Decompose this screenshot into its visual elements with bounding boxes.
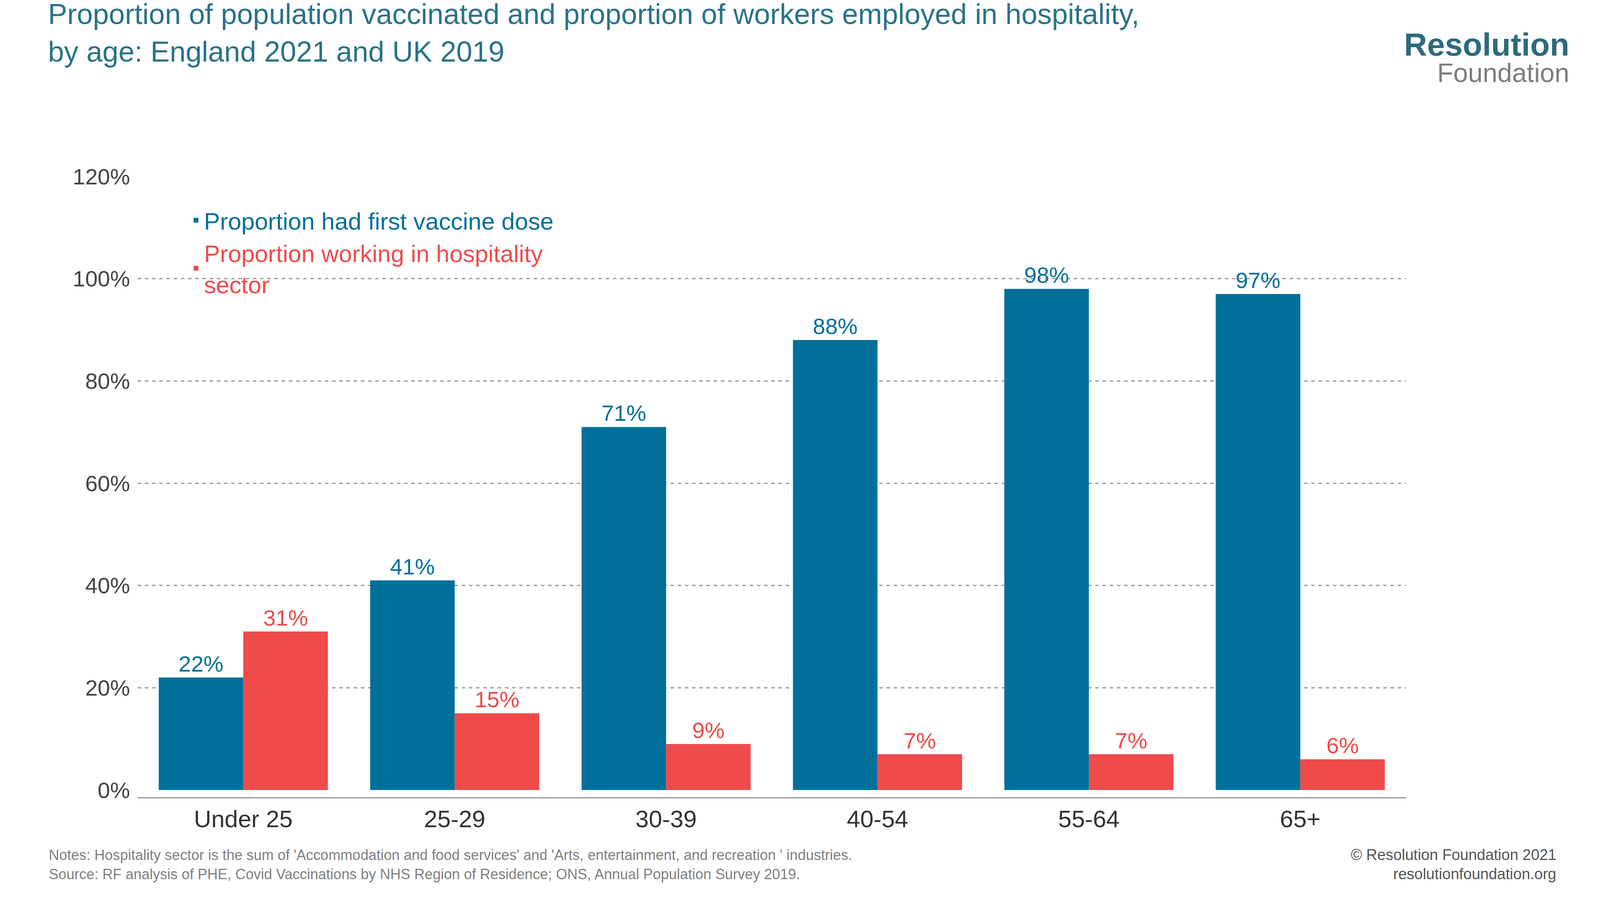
svg-text:40%: 40% bbox=[85, 572, 130, 598]
svg-text:65+: 65+ bbox=[1280, 805, 1321, 833]
svg-text:resolutionfoundation.org: resolutionfoundation.org bbox=[1393, 865, 1557, 883]
svg-text:Proportion of population vacci: Proportion of population vaccinated and … bbox=[48, 0, 1140, 68]
svg-text:Notes: Hospitality sector is t: Notes: Hospitality sector is the sum of … bbox=[48, 846, 852, 864]
svg-text:25-29: 25-29 bbox=[424, 805, 486, 833]
svg-text:60%: 60% bbox=[85, 470, 130, 496]
svg-text:Source: RF analysis of PHE, Co: Source: RF analysis of PHE, Covid Vaccin… bbox=[48, 866, 800, 883]
svg-text:Foundation: Foundation bbox=[1437, 58, 1570, 88]
svg-text:71%: 71% bbox=[601, 400, 647, 426]
svg-text:120%: 120% bbox=[72, 164, 130, 190]
svg-text:20%: 20% bbox=[85, 675, 130, 701]
svg-text:30-39: 30-39 bbox=[635, 805, 697, 833]
svg-text:Under 25: Under 25 bbox=[194, 805, 293, 833]
svg-text:22%: 22% bbox=[178, 651, 224, 677]
svg-text:97%: 97% bbox=[1235, 267, 1281, 293]
svg-text:Proportion had first vaccine d: Proportion had first vaccine dose bbox=[204, 208, 554, 235]
svg-text:Resolution: Resolution bbox=[1404, 26, 1570, 63]
svg-text:88%: 88% bbox=[812, 313, 858, 339]
svg-text:80%: 80% bbox=[85, 368, 130, 394]
svg-text:7%: 7% bbox=[1114, 728, 1148, 754]
svg-text:7%: 7% bbox=[903, 728, 936, 754]
svg-text:9%: 9% bbox=[692, 717, 725, 743]
svg-text:Proportion working in hospital: Proportion working in hospitalitysector bbox=[204, 240, 543, 299]
svg-text:15%: 15% bbox=[474, 686, 520, 712]
svg-text:98%: 98% bbox=[1024, 262, 1070, 288]
svg-text:40-54: 40-54 bbox=[846, 805, 908, 833]
svg-text:6%: 6% bbox=[1326, 732, 1359, 758]
svg-text:31%: 31% bbox=[263, 605, 308, 631]
svg-text:© Resolution Foundation 2021: © Resolution Foundation 2021 bbox=[1350, 846, 1557, 864]
svg-text:41%: 41% bbox=[390, 554, 435, 580]
svg-text:55-64: 55-64 bbox=[1058, 805, 1120, 833]
svg-text:100%: 100% bbox=[72, 266, 130, 292]
svg-text:0%: 0% bbox=[97, 777, 130, 803]
